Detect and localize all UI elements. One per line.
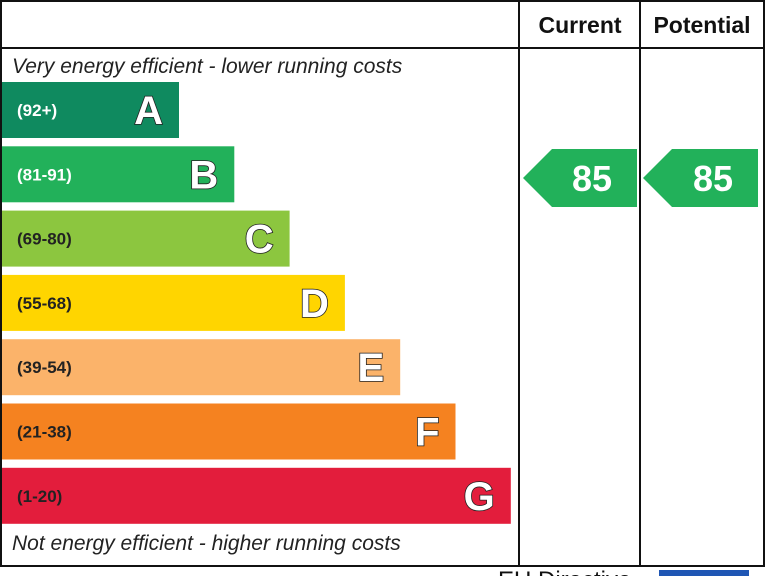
band-f-range: (21-38) [17,423,72,442]
band-c-letter: C [245,218,274,262]
band-f-letter: F [415,411,439,455]
band-g-bar [2,467,511,524]
band-d-range: (55-68) [17,294,72,313]
band-d-bar [2,274,345,331]
eu-flag-icon [659,570,749,576]
potential-rating-value: 85 [693,158,733,199]
potential-rating-marker: 85 [643,149,758,207]
band-a-range: (92+) [17,101,57,120]
current-rating-arrow [523,149,637,207]
bottom-caption: Not energy efficient - higher running co… [12,532,401,555]
current-header: Current [538,12,621,38]
band-b-letter: B [189,153,218,197]
current-rating-value: 85 [572,158,612,199]
top-caption: Very energy efficient - lower running co… [12,55,403,78]
potential-header: Potential [653,12,750,38]
footer-text: EU Directive [498,567,631,576]
band-b-range: (81-91) [17,165,72,184]
footer: EU Directive [498,567,749,576]
band-b-bar [2,146,235,203]
potential-rating-arrow [643,149,758,207]
band-c-range: (69-80) [17,230,72,249]
band-a-bar [2,82,179,138]
current-rating-marker: 85 [523,149,637,207]
band-g-range: (1-20) [17,487,62,506]
band-f-bar [2,403,456,460]
band-c-bar [2,210,290,267]
rating-bands: (92+) A (81-91) B (69-80) C (55-68) D (39-54) E (2… [2,82,511,524]
band-e-range: (39-54) [17,358,72,377]
band-d-letter: D [300,282,329,326]
band-e-bar [2,339,401,396]
band-e-letter: E [358,346,385,390]
band-a-letter: A [134,89,163,133]
band-g-letter: G [464,475,495,519]
